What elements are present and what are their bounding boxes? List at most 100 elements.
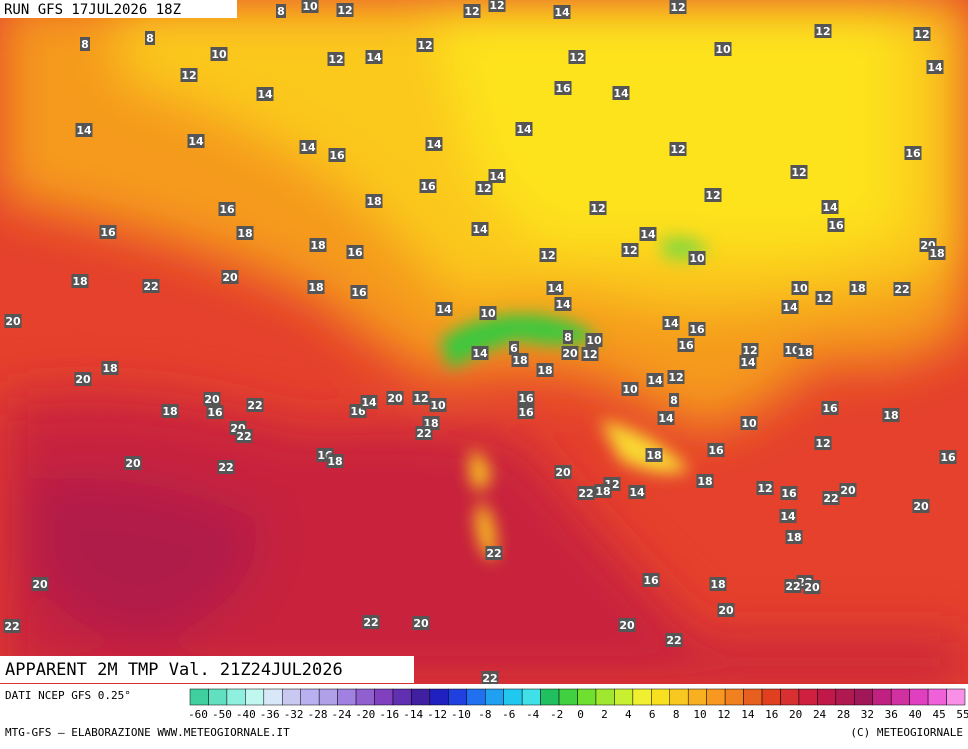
temp-label: 10 [430,399,446,412]
temp-label: 22 [785,580,800,593]
colorbar-swatch [411,688,431,706]
temp-label: 14 [554,6,570,19]
colorbar-swatch [798,688,818,706]
temp-label: 8 [146,32,154,45]
temp-label: 14 [472,223,488,236]
temp-label: 12 [569,51,584,64]
colorbar-swatch [780,688,800,706]
temp-label: 16 [905,147,921,160]
label-box [639,227,657,241]
label-box [688,322,706,336]
colorbar-swatch [448,688,468,706]
colorbar-swatch [687,688,707,706]
label-box [704,188,722,202]
colorbar-tick-label: -4 [526,708,540,721]
label-box [554,81,572,95]
colorbar-tick-label: 8 [673,708,680,721]
colorbar-swatch [909,688,929,706]
colorbar-tick-label: -8 [478,708,491,721]
label-box [515,122,533,136]
temp-label: 14 [822,201,838,214]
colorbar-swatch [429,688,449,706]
temp-label: 16 [420,180,436,193]
temp-label: 14 [472,347,488,360]
run-title: RUN GFS 17JUL2026 18Z [4,2,181,18]
label-box [362,615,380,629]
temp-label: 16 [678,339,694,352]
temp-label: 10 [741,417,757,430]
temp-label: 22 [363,616,378,629]
label-box [621,382,639,396]
temp-label: 6 [510,342,518,355]
label-box [646,373,664,387]
temp-label: 16 [781,487,797,500]
colorbar-swatch [854,688,873,706]
label-box [142,279,160,293]
label-box [360,395,378,409]
temp-label: 12 [413,392,428,405]
colorbar-swatch [614,688,634,706]
colorbar-tick-label: -36 [260,708,280,721]
label-box [539,248,557,262]
label-box [814,24,832,38]
temp-label: 18 [697,475,712,488]
temp-label: 12 [590,202,605,215]
temp-label: 20 [5,315,21,328]
label-box [187,134,205,148]
label-box [714,42,732,56]
label-box [688,251,706,265]
colorbar-tick-label: 20 [789,708,802,721]
label-box [739,355,757,369]
colorbar-tick-label: -6 [502,708,515,721]
temp-label: 22 [894,283,909,296]
temp-label: 16 [940,451,956,464]
label-box [236,226,254,240]
temp-label: 20 [413,617,429,630]
colorbar-swatch [540,688,560,706]
label-box [327,52,345,66]
label-box [299,140,317,154]
label-box [509,341,519,355]
temp-label: 14 [640,228,656,241]
temp-label: 20 [555,466,571,479]
label-box [180,68,198,82]
colorbar-swatch [632,688,652,706]
colorbar-swatch [374,688,394,706]
temp-label: 14 [76,124,92,137]
map-title: APPARENT 2M TMP Val. 21Z24JUL2026 [5,660,343,680]
colorbar-tick-label: 12 [717,708,730,721]
label-box [707,443,725,457]
temp-label: 10 [784,344,800,357]
label-box [669,393,679,407]
colorbar-tick-label: -20 [355,708,375,721]
colorbar-tick-label: -2 [550,708,563,721]
label-box [235,429,253,443]
label-box [589,201,607,215]
colorbar-swatch [282,688,301,706]
temp-label: 12 [757,482,772,495]
colorbar-tick-label: 16 [765,708,778,721]
colorbar-swatch [558,688,578,706]
temp-label: 12 [742,344,757,357]
temp-label: 14 [658,412,674,425]
label-box [365,50,383,64]
label-box [412,616,430,630]
temp-label: 12 [705,189,720,202]
label-box [621,243,639,257]
temp-label: 8 [81,38,89,51]
label-box [99,225,117,239]
temp-label: 12 [489,0,504,12]
label-box [554,297,572,311]
label-box [488,169,506,183]
label-box [301,0,319,13]
colorbar-tick-label: -28 [308,708,328,721]
label-box [839,483,857,497]
label-box [217,460,235,474]
temp-label: 18 [710,578,725,591]
label-box [618,618,636,632]
colorbar-swatch [263,688,283,706]
label-box [827,218,845,232]
label-box [709,577,727,591]
temp-label: 12 [670,1,685,14]
label-box [913,27,931,41]
